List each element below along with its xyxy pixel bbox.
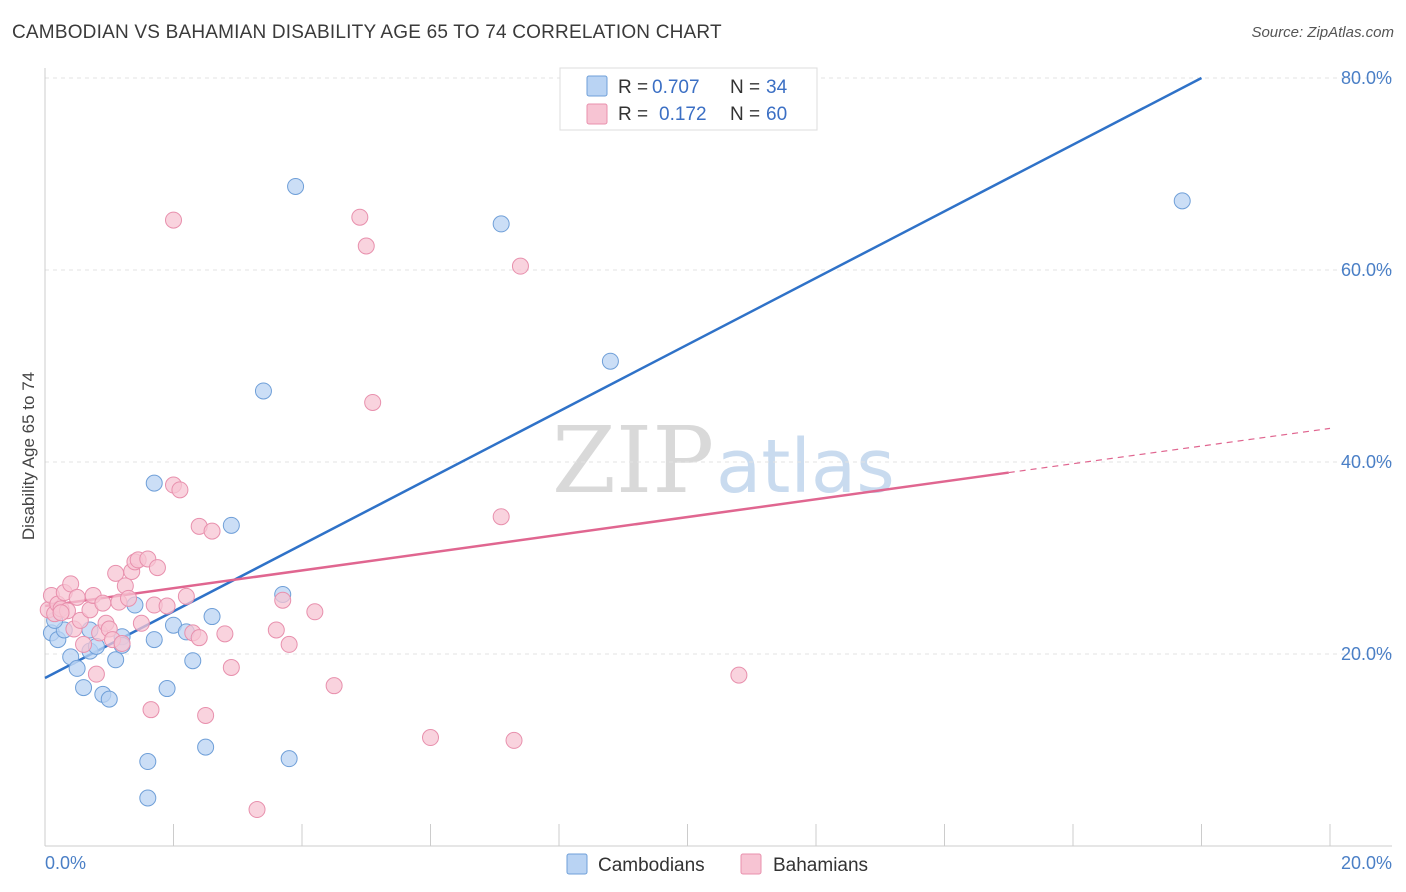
bahamian-point	[197, 706, 215, 724]
bahamian-point	[75, 635, 93, 653]
bahamian-point	[248, 801, 266, 819]
legend-n-value-bahamians: 60	[766, 104, 787, 125]
cambodian-point	[287, 177, 305, 195]
bahamian-point	[94, 594, 112, 612]
bottom-legend-label-cambodians: Cambodians	[598, 855, 705, 876]
bahamian-point	[203, 522, 221, 540]
bahamian-point	[165, 211, 182, 229]
cambodian-point	[158, 680, 176, 698]
bahamian-point	[351, 208, 369, 226]
cambodian-point	[145, 474, 163, 492]
y-tick-label-20: 20.0%	[1341, 644, 1392, 664]
cambodian-point	[145, 631, 163, 649]
legend-r-value-bahamians: 0.172	[659, 104, 707, 125]
cambodian-point	[139, 753, 157, 771]
cambodian-point	[68, 659, 86, 677]
cambodian-point	[222, 516, 240, 534]
bahamian-point	[142, 701, 160, 719]
bahamian-point	[190, 629, 208, 647]
bottom-legend-swatch-bahamians	[740, 853, 762, 875]
trend-line-bahamians	[44, 471, 1009, 608]
data-points	[39, 177, 1191, 819]
trend-lines	[44, 76, 1331, 680]
source-credit: Source: ZipAtlas.com	[1251, 24, 1394, 41]
cambodian-point	[280, 750, 298, 768]
bahamian-point	[364, 393, 382, 411]
bahamian-point	[177, 587, 195, 605]
bahamian-point	[216, 625, 234, 643]
bahamian-point	[87, 665, 105, 683]
x-tick-label-max: 20.0%	[1341, 853, 1392, 873]
bahamian-point	[357, 237, 375, 255]
legend-n-value-cambodians: 34	[766, 77, 788, 98]
y-tick-label-40: 40.0%	[1341, 452, 1392, 472]
x-tick-label-min: 0.0%	[45, 853, 86, 873]
bottom-legend-label-bahamians: Bahamians	[773, 855, 868, 876]
bahamian-point	[306, 603, 324, 621]
bahamian-point	[511, 257, 529, 275]
y-tick-labels: 20.0% 40.0% 60.0% 80.0%	[1341, 68, 1392, 664]
bahamian-point	[325, 677, 343, 695]
cambodian-point	[184, 652, 202, 670]
bahamian-point	[52, 604, 70, 622]
y-axis-label: Disability Age 65 to 74	[19, 372, 38, 540]
legend-n-label-bahamians: N =	[730, 104, 760, 125]
cambodian-point	[139, 789, 157, 807]
bahamian-point	[280, 635, 298, 653]
bahamian-point	[71, 611, 89, 629]
bahamian-point	[158, 597, 176, 615]
y-tick-label-60: 60.0%	[1341, 260, 1392, 280]
bahamian-point	[113, 634, 131, 652]
bahamian-point	[267, 621, 285, 639]
watermark-zip: ZIP	[552, 407, 714, 514]
legend-swatch-cambodians	[586, 75, 608, 97]
x-tick-marks	[44, 824, 1331, 846]
cambodian-point	[197, 738, 215, 756]
legend-swatch-bahamians	[586, 103, 608, 125]
chart-title: CAMBODIAN VS BAHAMIAN DISABILITY AGE 65 …	[12, 22, 722, 43]
cambodian-point	[107, 651, 125, 669]
cambodian-point	[100, 690, 118, 708]
bahamian-point	[171, 481, 189, 499]
bahamian-point	[132, 614, 150, 632]
legend-r-value-cambodians: 0.707	[652, 77, 700, 98]
cambodian-point	[75, 679, 93, 697]
legend-r-label-bahamians: R =	[618, 104, 648, 125]
grid	[45, 77, 1392, 655]
y-tick-label-80: 80.0%	[1341, 68, 1392, 88]
axes	[44, 68, 1392, 847]
trend-line-extension-bahamians	[1008, 427, 1331, 474]
cambodian-point	[254, 382, 272, 400]
watermark-atlas: atlas	[716, 424, 895, 510]
bottom-legend: Cambodians Bahamians	[566, 853, 868, 876]
legend: R = 0.707 N = 34 R = 0.172 N = 60	[559, 67, 818, 131]
bahamian-point	[274, 591, 292, 609]
bottom-legend-swatch-cambodians	[566, 853, 588, 875]
bahamian-point	[222, 658, 240, 676]
cambodian-point	[492, 215, 510, 233]
bahamian-point	[492, 508, 510, 526]
watermark: ZIP atlas	[552, 407, 895, 514]
legend-n-label-cambodians: N =	[730, 77, 760, 98]
bahamian-point	[730, 666, 748, 684]
bahamian-point	[148, 559, 166, 577]
trend-line-cambodians	[44, 76, 1203, 680]
cambodian-point	[601, 352, 619, 370]
cambodian-point	[1173, 192, 1191, 210]
bahamian-point	[422, 729, 439, 747]
bahamian-point	[505, 731, 523, 749]
bahamian-point	[120, 589, 138, 607]
cambodian-point	[203, 608, 221, 626]
bahamian-point	[68, 588, 86, 606]
legend-r-label-cambodians: R =	[618, 77, 648, 98]
